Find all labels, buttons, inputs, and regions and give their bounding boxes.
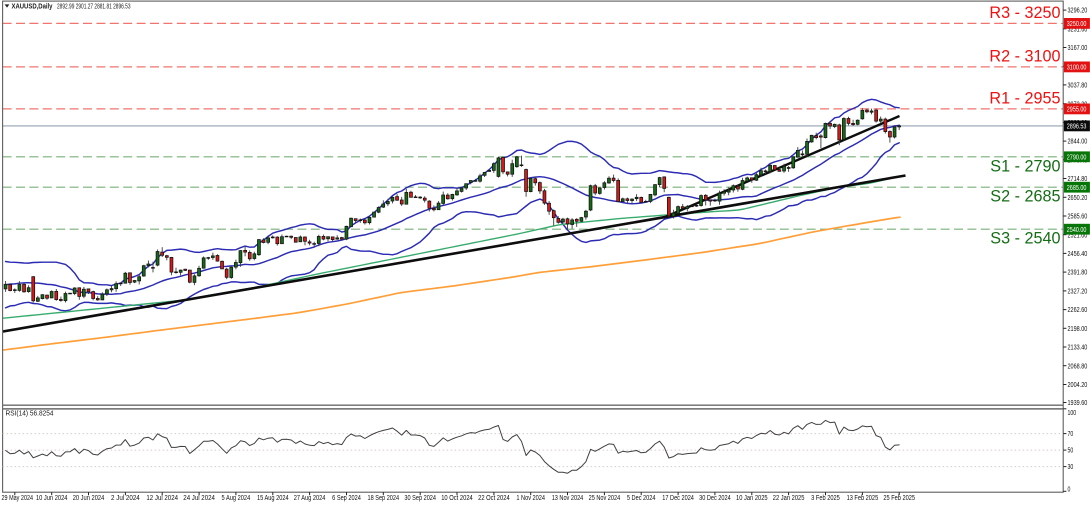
svg-text:2262.60: 2262.60: [1068, 306, 1088, 314]
svg-text:3167.00: 3167.00: [1068, 44, 1088, 52]
svg-text:2844.00: 2844.00: [1068, 138, 1088, 146]
svg-text:6 Sep 2024: 6 Sep 2024: [332, 495, 361, 502]
svg-text:70: 70: [1068, 430, 1074, 438]
svg-text:2068.80: 2068.80: [1068, 362, 1088, 370]
svg-text:2955.00: 2955.00: [1067, 106, 1087, 114]
svg-text:S1 - 2790: S1 - 2790: [990, 157, 1060, 175]
svg-text:2540.00: 2540.00: [1067, 226, 1087, 234]
svg-text:2685.00: 2685.00: [1067, 184, 1087, 192]
svg-text:10 Jun 2024: 10 Jun 2024: [36, 495, 68, 502]
svg-text:30: 30: [1068, 463, 1074, 471]
svg-text:2327.20: 2327.20: [1068, 288, 1088, 296]
svg-text:18 Sep 2024: 18 Sep 2024: [368, 495, 400, 502]
svg-text:17 Dec 2024: 17 Dec 2024: [662, 495, 694, 502]
svg-text:22 Jan 2025: 22 Jan 2025: [773, 495, 805, 502]
svg-text:50: 50: [1068, 447, 1074, 455]
svg-text:10 Oct 2024: 10 Oct 2024: [441, 495, 473, 502]
svg-text:27 Aug 2024: 27 Aug 2024: [294, 495, 326, 502]
svg-text:2585.60: 2585.60: [1068, 213, 1088, 221]
svg-text:3231.60: 3231.60: [1068, 25, 1088, 33]
svg-text:2456.40: 2456.40: [1068, 250, 1088, 258]
svg-text:100: 100: [1068, 409, 1077, 417]
svg-text:2790.00: 2790.00: [1067, 154, 1087, 162]
svg-text:22 Oct 2024: 22 Oct 2024: [478, 495, 510, 502]
svg-text:2521.00: 2521.00: [1068, 231, 1088, 239]
svg-text:30 Dec 2024: 30 Dec 2024: [699, 495, 731, 502]
svg-text:RSI(14) 56.8254: RSI(14) 56.8254: [6, 409, 54, 417]
svg-text:2004.20: 2004.20: [1068, 381, 1088, 389]
svg-text:2198.00: 2198.00: [1068, 325, 1088, 333]
svg-text:R2 - 3100: R2 - 3100: [989, 47, 1060, 65]
svg-text:R1 - 2955: R1 - 2955: [989, 89, 1060, 107]
svg-text:3250.00: 3250.00: [1067, 20, 1087, 28]
svg-text:5 Dec 2024: 5 Dec 2024: [627, 495, 656, 502]
svg-text:0: 0: [1068, 485, 1071, 493]
svg-text:R3 - 3250: R3 - 3250: [989, 4, 1060, 22]
svg-text:3 Feb 2025: 3 Feb 2025: [811, 495, 840, 502]
svg-text:2714.80: 2714.80: [1068, 175, 1088, 183]
svg-text:25 Nov 2024: 25 Nov 2024: [589, 495, 621, 502]
svg-text:13 Nov 2024: 13 Nov 2024: [552, 495, 584, 502]
svg-text:10 Jan 2025: 10 Jan 2025: [736, 495, 768, 502]
svg-text:XAUUSD,Daily: XAUUSD,Daily: [12, 1, 54, 10]
svg-text:5 Aug 2024: 5 Aug 2024: [222, 495, 251, 502]
svg-text:2650.20: 2650.20: [1068, 194, 1088, 202]
svg-text:2 Jul 2024: 2 Jul 2024: [111, 495, 140, 502]
svg-text:3037.80: 3037.80: [1068, 82, 1088, 90]
svg-text:25 Feb 2025: 25 Feb 2025: [883, 495, 915, 502]
svg-text:24 Jul 2024: 24 Jul 2024: [183, 495, 215, 502]
svg-text:3296.20: 3296.20: [1068, 7, 1088, 15]
svg-text:12 Jul 2024: 12 Jul 2024: [146, 495, 178, 502]
svg-text:1939.60: 1939.60: [1068, 399, 1088, 407]
svg-text:20 Jun 2024: 20 Jun 2024: [73, 495, 105, 502]
svg-text:1 Nov 2024: 1 Nov 2024: [516, 495, 545, 502]
svg-text:2133.40: 2133.40: [1068, 344, 1088, 352]
svg-text:S2 - 2685: S2 - 2685: [990, 188, 1060, 206]
svg-text:2896.53: 2896.53: [1067, 123, 1087, 131]
svg-text:29 May 2024: 29 May 2024: [2, 495, 34, 502]
svg-text:2892.99 2901.27 2881.81 2896.5: 2892.99 2901.27 2881.81 2896.53: [57, 1, 131, 10]
svg-text:15 Aug 2024: 15 Aug 2024: [257, 495, 289, 502]
svg-text:S3 - 2540: S3 - 2540: [990, 230, 1060, 248]
svg-text:13 Feb 2025: 13 Feb 2025: [847, 495, 879, 502]
svg-text:30 Sep 2024: 30 Sep 2024: [404, 495, 436, 502]
svg-text:3100.00: 3100.00: [1067, 64, 1087, 72]
svg-text:2391.80: 2391.80: [1068, 269, 1088, 277]
